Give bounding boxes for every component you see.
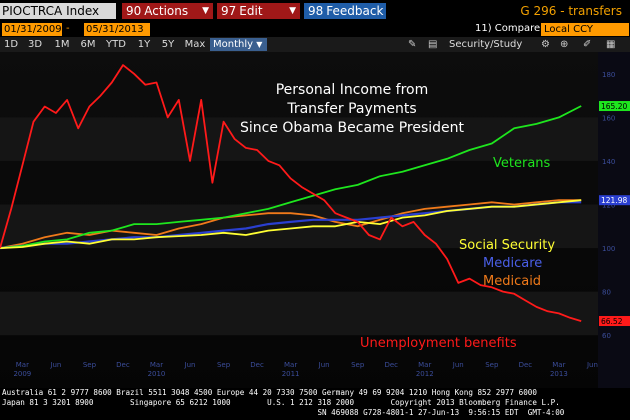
series-line-veterans <box>0 105 582 249</box>
x-tick-label: Mar <box>418 361 431 369</box>
x-tick-label: Mar <box>150 361 163 369</box>
x-tick-label: Mar <box>284 361 297 369</box>
frequency-label: Monthly <box>213 39 254 50</box>
last-value-tag <box>599 316 630 327</box>
chart-title-line: Since Obama Became President <box>240 120 465 136</box>
chart-panel: 60 80 100 120 140 160 180 Mar 2009 Jun Sep Dec Mar 20… <box>0 52 630 390</box>
feedback-label: Feedback <box>326 4 384 18</box>
x-tick-label: Dec <box>116 361 130 369</box>
frequency-select[interactable]: Monthly ▼ <box>210 38 267 51</box>
x-tick-label: Sep <box>351 361 365 369</box>
x-tick-label: Dec <box>384 361 398 369</box>
x-tick-label: Jun <box>318 361 330 369</box>
x-tick-label: Sep <box>217 361 231 369</box>
start-date-field[interactable]: 01/31/2009 <box>2 23 62 36</box>
x-tick-label: Jun <box>49 361 61 369</box>
last-value-label: 66.52 <box>601 317 623 326</box>
top-toolbar: PIOCTRCA Index 90 Actions ▼ 97 Edit ▼ 98 Fe… <box>0 0 630 23</box>
chart-title-line: Personal Income from <box>276 82 429 98</box>
x-tick-year-label: 2009 <box>13 370 31 378</box>
edit-menu-button[interactable]: 97 Edit ▼ <box>217 3 300 19</box>
actions-menu-label: Actions <box>144 4 189 18</box>
chevron-down-icon: ▼ <box>289 6 296 16</box>
feedback-number: 98 <box>308 4 324 18</box>
last-value-tag <box>599 101 630 112</box>
y-tick-label: 160 <box>602 114 615 122</box>
last-value-label: 121.98 <box>601 196 627 205</box>
footer-line-2: Japan 81 3 3201 8900 Singapore 65 6212 1… <box>2 398 560 407</box>
x-tick-year-label: 2011 <box>282 370 300 378</box>
y-tick-label: 180 <box>602 71 615 79</box>
period-button-1y[interactable]: 1Y <box>137 39 151 50</box>
currency-select[interactable]: Local CCY <box>541 23 629 36</box>
series-line-unemployment-benefits <box>0 64 582 322</box>
y-tick-label: 120 <box>602 202 615 210</box>
x-tick-year-label: 2010 <box>148 370 166 378</box>
chevron-down-icon: ▼ <box>202 6 209 16</box>
footer-line-1: Australia 61 2 9777 8600 Brazil 5511 304… <box>2 388 537 397</box>
x-tick-year-label: 2012 <box>416 370 434 378</box>
date-separator: - <box>66 23 70 34</box>
series-label: Social Security <box>459 238 555 253</box>
series-line-medicaid <box>0 199 582 249</box>
x-tick-label: Dec <box>519 361 533 369</box>
footer-line-3: SN 469088 G728-4801-1 27-Jun-13 9:56:15 … <box>2 408 565 417</box>
period-button-ytd[interactable]: YTD <box>106 39 126 50</box>
x-tick-label: Jun <box>184 361 196 369</box>
last-value-tag <box>599 195 630 206</box>
x-tick-label: Sep <box>485 361 499 369</box>
end-date-field[interactable]: 05/31/2013 <box>84 23 150 36</box>
edit-menu-label: Edit <box>239 4 263 18</box>
x-tick-label: Mar <box>552 361 565 369</box>
y-tick-label: 140 <box>602 158 615 166</box>
table-icon[interactable]: ▦ <box>606 39 616 50</box>
compare-option[interactable]: 11) Compare <box>475 23 541 34</box>
security-study-button[interactable]: Security/Study <box>449 39 523 50</box>
period-button-6m[interactable]: 6M <box>80 39 96 50</box>
edit-pencil-icon[interactable]: ✎ <box>408 39 417 50</box>
chart-icon[interactable]: ▤ <box>428 39 438 50</box>
x-tick-year-label: 2013 <box>550 370 568 378</box>
footer-contacts: Australia 61 2 9777 8600 Brazil 5511 304… <box>0 388 630 420</box>
x-tick-label: Mar <box>16 361 29 369</box>
period-selector-bar: 1D 3D 1M 6M YTD 1Y 5Y Max Monthly ▼ ✎ ▤ … <box>0 37 630 52</box>
y-tick-label: 80 <box>602 289 611 297</box>
annotate-icon[interactable]: ✐ <box>583 39 592 50</box>
period-button-3d[interactable]: 3D <box>28 39 43 50</box>
feedback-button[interactable]: 98 Feedback <box>304 3 386 19</box>
series-label: Medicaid <box>483 274 541 289</box>
period-button-1d[interactable]: 1D <box>4 39 19 50</box>
period-button-1m[interactable]: 1M <box>54 39 70 50</box>
x-tick-label: Dec <box>250 361 264 369</box>
period-button-max[interactable]: Max <box>184 39 206 50</box>
chart-title-line: Transfer Payments <box>286 101 416 117</box>
zoom-icon[interactable]: ⊕ <box>560 39 569 50</box>
x-tick-label: Jun <box>452 361 464 369</box>
y-tick-label: 100 <box>602 245 615 253</box>
period-button-5y[interactable]: 5Y <box>161 39 175 50</box>
x-tick-label: Sep <box>83 361 97 369</box>
actions-menu-button[interactable]: 90 Actions ▼ <box>122 3 213 19</box>
grid-band <box>0 291 598 336</box>
last-value-label: 165.20 <box>601 102 627 111</box>
series-label: Unemployment benefits <box>360 336 517 351</box>
settings-icon[interactable]: ⚙ <box>541 39 550 50</box>
actions-menu-number: 90 <box>126 4 142 18</box>
date-range-bar: 01/31/2009 - 05/31/2013 11) Compare Loca… <box>0 22 630 37</box>
y-tick-label: 60 <box>602 332 611 340</box>
edit-menu-number: 97 <box>221 4 237 18</box>
series-line-social-security <box>0 199 582 249</box>
chart-id-title: G 296 - transfers <box>520 4 622 18</box>
ticker-field[interactable]: PIOCTRCA Index <box>0 3 116 19</box>
series-label: Medicare <box>483 256 542 271</box>
chevron-down-icon: ▼ <box>256 40 263 49</box>
series-label: Veterans <box>493 156 551 171</box>
x-tick-label: Jun <box>586 361 598 369</box>
